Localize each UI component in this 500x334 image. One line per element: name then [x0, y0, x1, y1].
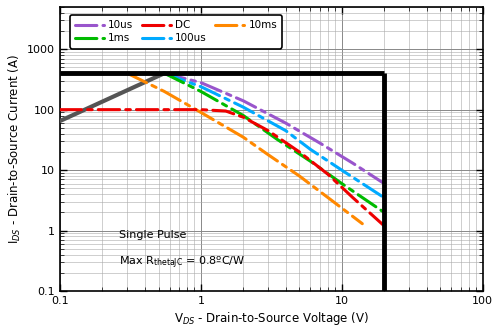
X-axis label: V$_{DS}$ - Drain-to-Source Voltage (V): V$_{DS}$ - Drain-to-Source Voltage (V) [174, 310, 369, 327]
Legend: 10us, 1ms, DC, 100us, 10ms: 10us, 1ms, DC, 100us, 10ms [70, 15, 282, 48]
Text: Single Pulse: Single Pulse [119, 230, 186, 240]
Text: Max R$_{\mathrm{thetaJC}}$ = 0.8ºC/W: Max R$_{\mathrm{thetaJC}}$ = 0.8ºC/W [119, 255, 246, 271]
Y-axis label: I$_{DS}$ - Drain-to-Source Current (A): I$_{DS}$ - Drain-to-Source Current (A) [7, 54, 23, 244]
